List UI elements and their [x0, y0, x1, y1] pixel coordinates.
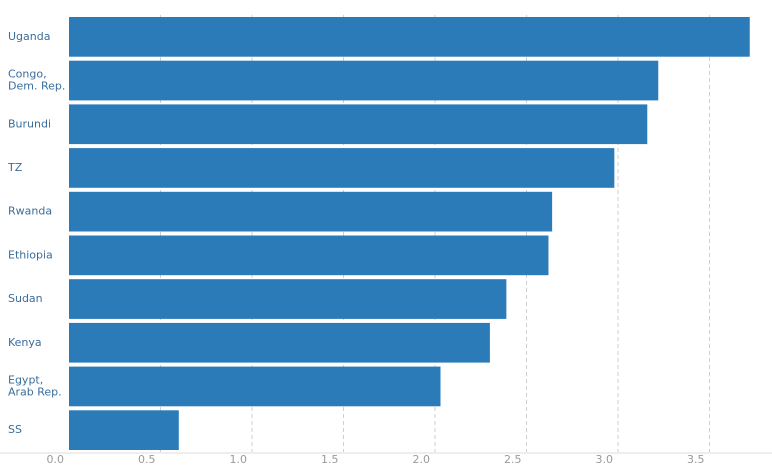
y-tick-label: Kenya	[8, 336, 42, 349]
x-tick-label: 2.5	[504, 453, 522, 466]
bar	[69, 17, 750, 57]
y-tick-label: Egypt, Arab Rep.	[8, 373, 62, 398]
bar	[69, 279, 507, 319]
bar	[69, 104, 648, 145]
y-tick-label: Uganda	[8, 30, 50, 43]
x-tick-label: 0.0	[47, 453, 65, 466]
y-tick-label: TZ	[7, 161, 23, 174]
bar	[69, 148, 615, 188]
x-tick-label: 1.0	[230, 453, 248, 466]
x-tick-label: 3.0	[596, 453, 614, 466]
y-tick-label: Rwanda	[8, 205, 52, 218]
y-tick-label: Congo, Dem. Rep.	[8, 68, 65, 93]
y-tick-label: SS	[8, 423, 22, 436]
x-tick-label: 0.5	[138, 453, 156, 466]
y-tick-label: Ethiopia	[8, 248, 53, 261]
bar	[69, 322, 490, 363]
bar	[69, 235, 549, 276]
bar	[69, 191, 553, 232]
y-tick-label: Sudan	[8, 292, 43, 305]
bar	[69, 366, 441, 407]
bar	[69, 410, 179, 450]
x-tick-label: 3.5	[687, 453, 705, 466]
x-tick-label: 1.5	[321, 453, 339, 466]
y-tick-label: Burundi	[8, 117, 51, 130]
bar	[69, 60, 659, 101]
x-tick-label: 2.0	[413, 453, 431, 466]
